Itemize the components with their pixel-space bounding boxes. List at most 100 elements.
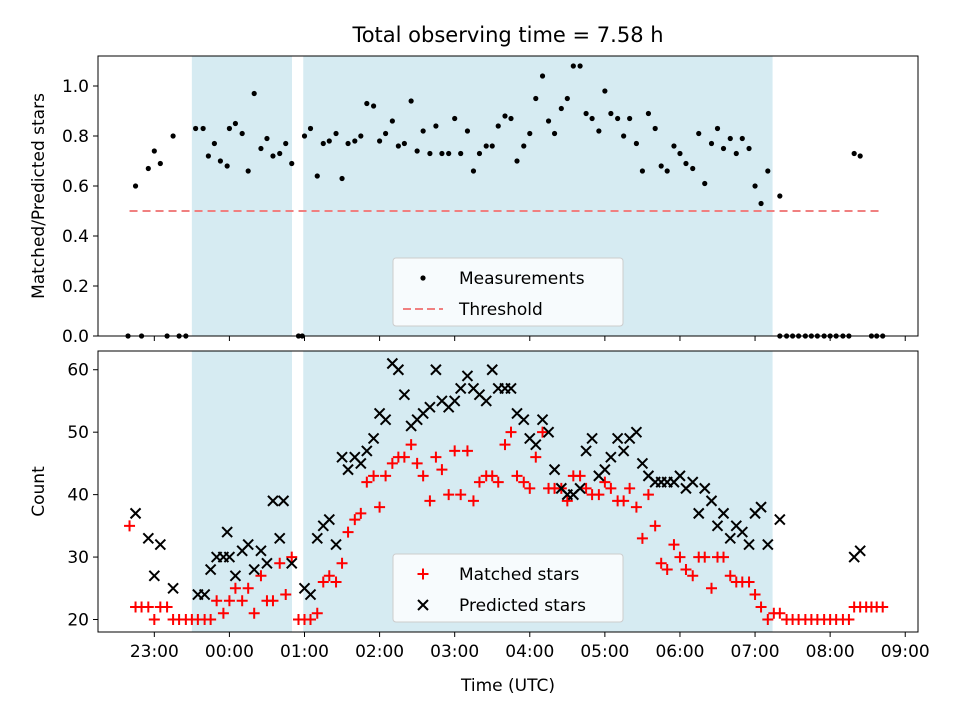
x-tick-label: 23:00 xyxy=(130,642,179,662)
bottom-panel: 20 30 40 50 60 23:00 00:00 01:00 02:00 03:00 04:00… xyxy=(29,350,930,696)
predicted-stars-point xyxy=(448,395,461,407)
top-y-axis-label: Matched/Predicted stars xyxy=(29,93,49,299)
predicted-stars-point xyxy=(480,395,492,407)
legend-label-predicted-stars: Predicted stars xyxy=(459,596,586,616)
matched-stars-point xyxy=(286,551,298,563)
matched-stars-point xyxy=(311,607,323,619)
measurement-point xyxy=(352,138,358,144)
predicted-stars-point xyxy=(755,501,767,513)
matched-stars-point xyxy=(580,482,592,494)
predicted-stars-point xyxy=(255,545,267,557)
matched-stars-point xyxy=(674,551,686,563)
measurement-point xyxy=(395,143,401,149)
y-tick-label: 20 xyxy=(67,611,89,631)
top-axes-frame xyxy=(97,55,919,337)
y-tick-label: 60 xyxy=(67,361,89,381)
predicted-stars-point xyxy=(274,532,286,545)
top-panel: 0.0 0.2 0.4 0.6 0.8 1.0 Total observing time … xyxy=(29,23,919,347)
matched-stars-point xyxy=(599,476,611,488)
matched-stars-point xyxy=(436,464,448,476)
legend-label-threshold: Threshold xyxy=(458,300,543,320)
measurement-point xyxy=(502,113,508,119)
predicted-stars-point xyxy=(367,432,380,445)
matched-stars-point xyxy=(217,607,229,619)
matched-stars-point xyxy=(749,589,761,601)
y-tick-label: 1.0 xyxy=(62,77,89,97)
matched-stars-point xyxy=(380,470,392,482)
matched-stars-point xyxy=(743,576,755,588)
measurement-point xyxy=(495,123,501,129)
legend-symbol-plus xyxy=(417,568,429,580)
predicted-stars-point xyxy=(142,532,155,545)
matched-stars-point xyxy=(342,526,354,538)
matched-stars-point xyxy=(323,570,335,582)
measurement-point xyxy=(483,143,489,149)
predicted-stars-point xyxy=(693,507,705,520)
predicted-stars-point xyxy=(774,513,786,526)
matched-stars-point xyxy=(511,470,523,482)
predicted-stars-point xyxy=(261,557,273,570)
measurement-point xyxy=(746,145,752,152)
matched-stars-point xyxy=(411,457,423,469)
measurement-point xyxy=(420,128,426,134)
matched-stars-point xyxy=(705,582,717,594)
legend-entry-predicted-stars: Predicted stars xyxy=(417,596,586,616)
matched-stars-point xyxy=(374,501,386,513)
bottom-y-axis-label: Count xyxy=(29,466,49,517)
y-tick-label: 40 xyxy=(67,486,89,506)
matched-stars-point xyxy=(537,426,549,438)
matched-stars-point xyxy=(455,489,467,501)
measurement-point xyxy=(226,125,233,132)
measurement-point xyxy=(533,95,539,102)
predicted-stars-point xyxy=(762,538,774,551)
predicted-stars-point xyxy=(430,364,442,376)
measurement-point xyxy=(283,140,289,147)
measurement-point xyxy=(627,115,633,122)
measurement-point xyxy=(339,175,345,182)
matched-stars-point xyxy=(248,607,260,619)
measurement-point xyxy=(301,133,308,139)
matched-stars-point xyxy=(242,582,254,594)
measurement-point xyxy=(364,100,370,107)
measurement-point xyxy=(264,135,270,142)
matched-stars-point xyxy=(473,476,485,488)
measurement-point xyxy=(539,73,546,79)
measurement-point xyxy=(720,145,727,152)
measurement-point xyxy=(193,125,199,132)
matched-stars-point xyxy=(630,501,642,513)
predicted-stars-point xyxy=(154,538,167,551)
measurement-point xyxy=(521,143,527,149)
measurement-point xyxy=(758,200,764,207)
predicted-stars-point xyxy=(518,413,530,426)
measurement-point xyxy=(224,163,230,169)
predicted-stars-point xyxy=(336,451,348,463)
matched-stars-point xyxy=(668,539,680,551)
measurement-point xyxy=(320,140,326,147)
matched-stars-point xyxy=(492,476,504,488)
predicted-stars-point xyxy=(304,588,317,601)
predicted-stars-point xyxy=(486,364,498,376)
predicted-stars-point xyxy=(361,445,373,457)
matched-stars-point xyxy=(124,520,136,532)
bottom-legend: Matched stars Predicted stars xyxy=(392,553,624,623)
measurement-point xyxy=(151,148,157,154)
measurement-point xyxy=(401,140,407,147)
measurement-point xyxy=(433,123,439,129)
matched-stars-point xyxy=(530,451,542,463)
x-tick-label: 02:00 xyxy=(355,642,404,662)
measurement-point xyxy=(558,105,564,112)
measurement-point xyxy=(596,128,602,134)
top-chart-title: Total observing time = 7.58 h xyxy=(351,23,663,47)
top-data-points xyxy=(125,63,886,339)
measurement-point xyxy=(408,98,414,104)
matched-stars-point xyxy=(211,595,223,607)
measurement-point xyxy=(621,133,627,139)
legend-entry-matched-stars: Matched stars xyxy=(417,565,579,585)
predicted-stars-point xyxy=(342,463,354,476)
top-shaded-interval xyxy=(191,56,292,336)
measurement-point xyxy=(476,150,483,157)
bottom-axes-frame xyxy=(97,350,919,633)
predicted-stars-point xyxy=(223,551,236,563)
matched-stars-point xyxy=(524,482,536,494)
measurement-point xyxy=(564,95,570,102)
